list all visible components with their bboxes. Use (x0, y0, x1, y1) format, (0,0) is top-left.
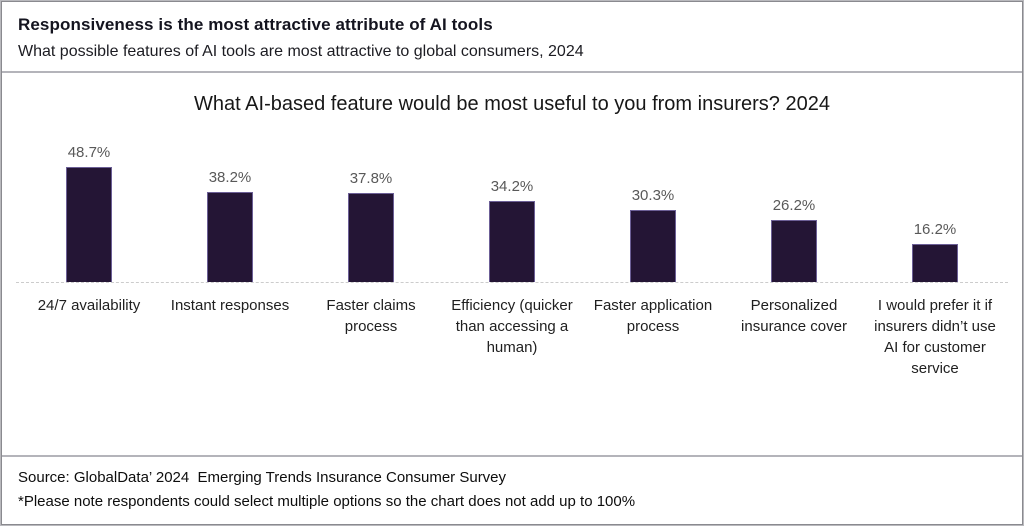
bar-value-label: 48.7% (67, 144, 111, 161)
bar-value-label: 26.2% (772, 197, 816, 214)
bar-value-label: 38.2% (208, 169, 252, 186)
bar (66, 167, 112, 282)
bar-category-label: Faster claims process (326, 297, 416, 335)
bar-category-label: 24/7 availability (37, 297, 141, 314)
chart-title: What AI-based feature would be most usef… (194, 93, 830, 115)
bar-column: 30.3% (583, 187, 724, 282)
bars-row: 48.7% 38.2% 37.8% 34.2% 30.3% 26.2% 16.2% (2, 130, 1022, 282)
bar-column: 48.7% (19, 144, 160, 282)
bar-value-label: 37.8% (349, 170, 393, 187)
figure-title: Responsiveness is the most attractive at… (18, 15, 493, 34)
bar-category-label: Faster application process (593, 297, 713, 335)
figure-header: Responsiveness is the most attractive at… (2, 2, 1022, 73)
bar-category-label: Efficiency (quicker than accessing a hum… (451, 297, 573, 356)
bar-column: 34.2% (442, 178, 583, 282)
bar-column: 38.2% (160, 169, 301, 282)
bar (207, 192, 253, 282)
bar (348, 193, 394, 282)
bar (630, 210, 676, 282)
bar-column: 37.8% (301, 170, 442, 282)
x-axis-baseline (16, 282, 1008, 283)
bar-value-label: 34.2% (490, 178, 534, 195)
bar-column: 16.2% (865, 221, 1006, 282)
bar-category-label: Instant responses (170, 297, 290, 314)
bar-value-label: 16.2% (913, 221, 957, 238)
chart-panel: What AI-based feature would be most usef… (2, 73, 1022, 455)
bar-column: 26.2% (724, 197, 865, 282)
bar-value-label: 30.3% (631, 187, 675, 204)
bar-category-label: I would prefer it if insurers didn’t use… (874, 297, 996, 377)
figure-subtitle: What possible features of AI tools are m… (18, 43, 584, 60)
source-line: Source: GlobalData’ 2024 Emerging Trends… (18, 469, 507, 486)
bar-category-label: Personalized insurance cover (741, 297, 847, 335)
figure-footer: Source: GlobalData’ 2024 Emerging Trends… (2, 455, 1022, 524)
bar (489, 201, 535, 282)
category-labels-row: 24/7 availability Instant responses Faster… (2, 295, 1022, 379)
note-line: *Please note respondents could select mu… (18, 493, 636, 510)
bar (912, 244, 958, 282)
bar (771, 220, 817, 282)
